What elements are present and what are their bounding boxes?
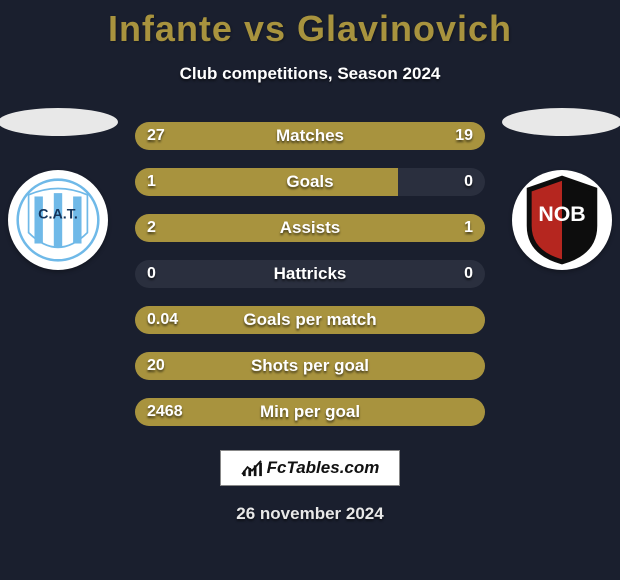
comparison-arena: C.A.T. NOB 2719Matches10Goals21Assists00… xyxy=(0,122,620,426)
player-left-slot: C.A.T. xyxy=(0,108,118,270)
club-crest-left: C.A.T. xyxy=(8,170,108,270)
stat-fill-left xyxy=(135,168,398,196)
brand-badge: FcTables.com xyxy=(220,450,400,486)
stat-fill-right xyxy=(342,122,486,150)
crest-nob-icon: NOB xyxy=(521,174,603,266)
stat-row-goals-per-match: 0.04Goals per match xyxy=(135,306,485,334)
stat-row-shots-per-goal: 20Shots per goal xyxy=(135,352,485,380)
brand-chart-icon xyxy=(241,459,263,477)
page-title: Infante vs Glavinovich xyxy=(0,0,620,50)
avatar-placeholder-left xyxy=(0,108,118,136)
stat-value-left: 0 xyxy=(147,265,156,283)
stat-row-hattricks: 0 0Hattricks xyxy=(135,260,485,288)
stat-row-min-per-goal: 2468Min per goal xyxy=(135,398,485,426)
stat-fill-left xyxy=(135,398,485,426)
stats-bars: 2719Matches10Goals21Assists00Hattricks0.… xyxy=(135,122,485,426)
stat-value-right: 0 xyxy=(464,173,473,191)
svg-text:NOB: NOB xyxy=(538,202,585,226)
stat-row-matches: 2719Matches xyxy=(135,122,485,150)
svg-text:C.A.T.: C.A.T. xyxy=(38,206,78,222)
date-text: 26 november 2024 xyxy=(0,504,620,524)
stat-row-goals: 10Goals xyxy=(135,168,485,196)
stat-fill-right xyxy=(370,214,486,242)
crest-cat-icon: C.A.T. xyxy=(16,178,100,262)
stat-row-assists: 21Assists xyxy=(135,214,485,242)
stat-value-right: 0 xyxy=(464,265,473,283)
stat-fill-left xyxy=(135,352,485,380)
brand-text: FcTables.com xyxy=(267,458,380,478)
subtitle: Club competitions, Season 2024 xyxy=(0,64,620,84)
stat-fill-left xyxy=(135,122,342,150)
avatar-placeholder-right xyxy=(502,108,620,136)
club-crest-right: NOB xyxy=(512,170,612,270)
player-right-slot: NOB xyxy=(502,108,620,270)
stat-fill-left xyxy=(135,306,485,334)
stat-label: Hattricks xyxy=(135,264,485,284)
stat-fill-left xyxy=(135,214,370,242)
